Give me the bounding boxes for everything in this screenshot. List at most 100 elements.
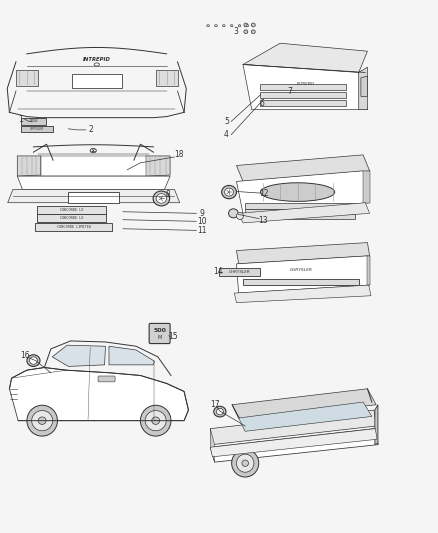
Polygon shape: [239, 203, 370, 223]
Text: 7: 7: [287, 86, 292, 95]
Ellipse shape: [207, 25, 209, 27]
Ellipse shape: [215, 25, 217, 27]
Polygon shape: [146, 156, 170, 176]
FancyBboxPatch shape: [260, 100, 346, 106]
Ellipse shape: [246, 25, 249, 27]
Text: CHRYSLER: CHRYSLER: [229, 270, 251, 274]
Ellipse shape: [38, 417, 46, 424]
Text: 3: 3: [233, 27, 238, 36]
FancyBboxPatch shape: [245, 214, 355, 219]
Polygon shape: [109, 346, 154, 365]
Text: CHRYSLER: CHRYSLER: [290, 268, 313, 272]
Text: 17: 17: [210, 400, 219, 409]
Ellipse shape: [32, 410, 53, 431]
Polygon shape: [210, 410, 376, 445]
Text: CONCORDE LX: CONCORDE LX: [60, 216, 83, 220]
Ellipse shape: [145, 410, 166, 431]
Text: CHRYSLER: CHRYSLER: [30, 127, 44, 131]
Ellipse shape: [261, 183, 335, 201]
Text: INTREPID: INTREPID: [83, 56, 111, 62]
Text: 11: 11: [197, 226, 206, 235]
Ellipse shape: [29, 357, 37, 365]
Polygon shape: [234, 285, 371, 303]
Polygon shape: [237, 171, 370, 213]
Ellipse shape: [214, 406, 226, 417]
Text: 5: 5: [224, 117, 229, 126]
Ellipse shape: [153, 191, 170, 206]
Text: 4: 4: [224, 130, 229, 139]
Text: 1: 1: [18, 115, 23, 124]
Ellipse shape: [90, 149, 96, 153]
Polygon shape: [359, 67, 367, 110]
FancyBboxPatch shape: [37, 206, 106, 214]
FancyBboxPatch shape: [245, 203, 355, 208]
Text: 14: 14: [213, 268, 223, 276]
Polygon shape: [41, 156, 146, 176]
Text: 18: 18: [174, 150, 184, 159]
Text: 10: 10: [197, 217, 206, 226]
Ellipse shape: [251, 30, 255, 34]
Text: 13: 13: [258, 216, 268, 225]
Ellipse shape: [232, 449, 259, 477]
Text: DODGE: DODGE: [29, 119, 38, 123]
Ellipse shape: [156, 193, 166, 203]
Ellipse shape: [244, 23, 248, 27]
FancyBboxPatch shape: [72, 74, 122, 88]
Ellipse shape: [216, 408, 223, 415]
Polygon shape: [10, 368, 188, 421]
FancyBboxPatch shape: [260, 84, 346, 90]
Ellipse shape: [27, 405, 57, 436]
Text: 16: 16: [20, 351, 29, 360]
Text: 6: 6: [259, 99, 264, 108]
Polygon shape: [17, 156, 41, 176]
Text: CONCORDE LX: CONCORDE LX: [60, 208, 83, 212]
FancyBboxPatch shape: [243, 279, 359, 285]
Text: M: M: [158, 335, 162, 340]
Ellipse shape: [237, 454, 254, 472]
Polygon shape: [237, 256, 370, 293]
Polygon shape: [243, 43, 367, 72]
Polygon shape: [210, 429, 215, 462]
Text: CONCORDE LIMITED: CONCORDE LIMITED: [57, 225, 91, 229]
Ellipse shape: [242, 460, 248, 466]
FancyBboxPatch shape: [68, 191, 119, 203]
FancyBboxPatch shape: [21, 126, 53, 132]
Text: 15: 15: [168, 332, 178, 341]
Ellipse shape: [141, 405, 171, 436]
FancyBboxPatch shape: [245, 208, 355, 214]
Text: 8: 8: [165, 190, 170, 199]
Text: INTREPID: INTREPID: [297, 82, 315, 86]
Polygon shape: [243, 64, 367, 110]
FancyBboxPatch shape: [37, 214, 106, 222]
Ellipse shape: [27, 355, 40, 367]
FancyBboxPatch shape: [98, 376, 115, 382]
Ellipse shape: [237, 213, 244, 220]
Ellipse shape: [230, 25, 233, 27]
Ellipse shape: [244, 30, 248, 34]
Polygon shape: [210, 429, 378, 462]
Polygon shape: [375, 405, 378, 445]
Polygon shape: [219, 268, 261, 276]
Polygon shape: [363, 171, 370, 203]
Text: 2: 2: [89, 125, 93, 134]
FancyBboxPatch shape: [149, 324, 170, 344]
Text: 12: 12: [259, 189, 269, 198]
Ellipse shape: [223, 25, 225, 27]
Polygon shape: [237, 155, 370, 181]
Polygon shape: [232, 389, 376, 421]
Polygon shape: [361, 76, 367, 96]
FancyBboxPatch shape: [35, 223, 113, 231]
Polygon shape: [237, 243, 370, 264]
Text: 500: 500: [153, 328, 166, 333]
Text: 9: 9: [199, 209, 204, 218]
Polygon shape: [155, 70, 177, 86]
FancyBboxPatch shape: [260, 92, 346, 98]
Polygon shape: [52, 345, 106, 367]
Polygon shape: [239, 402, 372, 431]
Ellipse shape: [152, 417, 159, 424]
Polygon shape: [8, 189, 180, 203]
Ellipse shape: [229, 209, 238, 218]
Polygon shape: [17, 176, 170, 189]
Ellipse shape: [222, 185, 237, 199]
Polygon shape: [210, 429, 377, 457]
